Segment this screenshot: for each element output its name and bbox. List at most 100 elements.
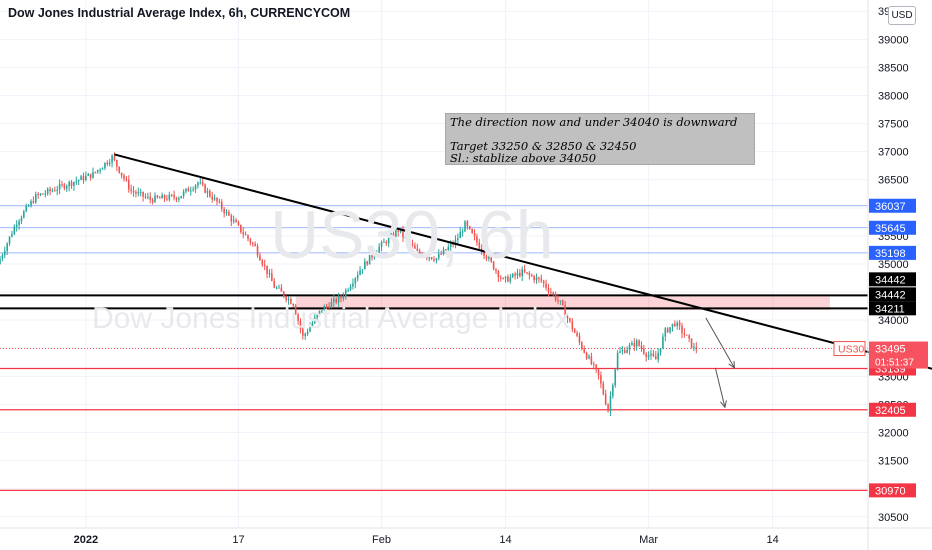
candle-body (528, 272, 531, 276)
level-price-tag: 34211 (869, 301, 916, 316)
y-tick-label: 37500 (878, 119, 909, 131)
candle-body (652, 353, 655, 357)
candle-body (118, 166, 121, 173)
candle-body (175, 197, 178, 200)
candle-body (561, 300, 564, 306)
candle-body (199, 182, 202, 184)
candle-body (139, 191, 142, 193)
candle-body (674, 323, 676, 327)
candle-body (406, 236, 409, 241)
candle-body (218, 201, 221, 203)
candle-body (37, 194, 39, 196)
candle-body (478, 242, 481, 249)
candle-body (590, 356, 593, 364)
candle-body (116, 160, 118, 167)
candle-body (151, 199, 154, 203)
candle-body (42, 193, 44, 195)
y-tick-label: 34000 (878, 315, 909, 327)
candle-body (664, 328, 667, 337)
candle-body (321, 310, 323, 312)
candle-body (271, 273, 273, 282)
candle-body (604, 394, 607, 405)
candle-body (685, 334, 688, 336)
candle-body (488, 257, 490, 259)
candle-body (530, 275, 533, 277)
candle-body (361, 269, 364, 271)
candle-body (583, 348, 586, 353)
candle-body (435, 258, 438, 261)
candle-body (688, 335, 690, 339)
price-tag-bg (869, 402, 916, 417)
trendline (114, 153, 932, 370)
candle-body (499, 277, 502, 279)
candle-body (511, 273, 514, 278)
candle-body (616, 352, 619, 370)
candle-body (447, 246, 450, 251)
candle-body (643, 348, 645, 354)
candle-body (657, 352, 659, 360)
candle-body (364, 261, 366, 270)
candle-body (273, 281, 276, 288)
candle-body (397, 230, 400, 232)
candle-body (490, 257, 493, 262)
price-tag-text: 35198 (875, 248, 906, 260)
candle-body (51, 190, 54, 192)
candle-body (468, 226, 471, 229)
candle-body (349, 286, 352, 290)
candle-body (609, 395, 612, 412)
candle-body (173, 195, 175, 198)
candle-body (189, 190, 192, 192)
candle-body (459, 231, 462, 239)
candle-body (409, 240, 411, 244)
candle-body (392, 233, 395, 237)
candle-body (15, 224, 18, 227)
candle-body (27, 205, 30, 207)
x-tick-label: Mar (639, 534, 658, 546)
currency-button[interactable]: USD (888, 6, 916, 25)
candle-body (213, 197, 216, 200)
candle-body (311, 323, 314, 327)
x-tick-label: 14 (499, 534, 511, 546)
candle-body (337, 296, 340, 303)
candle-body (216, 197, 218, 202)
candle-body (373, 255, 376, 258)
candle-body (588, 356, 590, 359)
candle-body (309, 326, 311, 332)
candle-body (535, 277, 538, 281)
candle-body (120, 172, 123, 176)
candle-body (404, 236, 407, 238)
candle-body (368, 255, 371, 265)
candle-body (375, 252, 378, 256)
candle-body (87, 173, 90, 176)
candle-body (645, 353, 648, 358)
candle-body (492, 261, 495, 270)
candle-body (209, 190, 211, 197)
candle-body (571, 321, 574, 330)
candle-body (89, 173, 92, 178)
candle-body (538, 277, 540, 279)
candle-body (383, 241, 385, 243)
candle-body (344, 290, 347, 297)
candle-body (354, 278, 357, 284)
current-price-tag: 33495 01:51:37 (869, 341, 928, 369)
candle-body (132, 190, 135, 193)
candle-body (533, 276, 535, 281)
candle-body (99, 169, 101, 171)
candle-body (68, 181, 70, 187)
candle-body (650, 353, 652, 356)
candle-body (230, 215, 233, 222)
price-tag-bg (869, 272, 916, 287)
candle-body (201, 182, 204, 185)
candle-body (44, 193, 47, 195)
price-tag-text: 32405 (875, 405, 906, 417)
annotation-box[interactable]: The direction now and under 34040 is dow… (445, 113, 755, 165)
y-tick-label: 37000 (878, 147, 909, 159)
candle-body (92, 171, 94, 178)
level-price-tag: 36037 (869, 198, 916, 213)
arrow-shaft (705, 317, 735, 369)
price-tag-text: 30970 (875, 485, 906, 497)
candle-body (135, 192, 137, 194)
level-price-tag: 32405 (869, 402, 916, 417)
candle-body (168, 194, 171, 200)
